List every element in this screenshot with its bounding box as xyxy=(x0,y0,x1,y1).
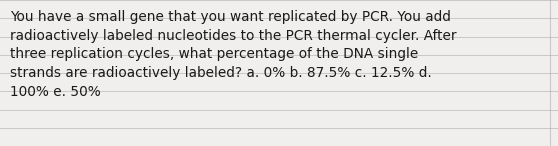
Text: You have a small gene that you want replicated by PCR. You add
radioactively lab: You have a small gene that you want repl… xyxy=(10,10,456,99)
